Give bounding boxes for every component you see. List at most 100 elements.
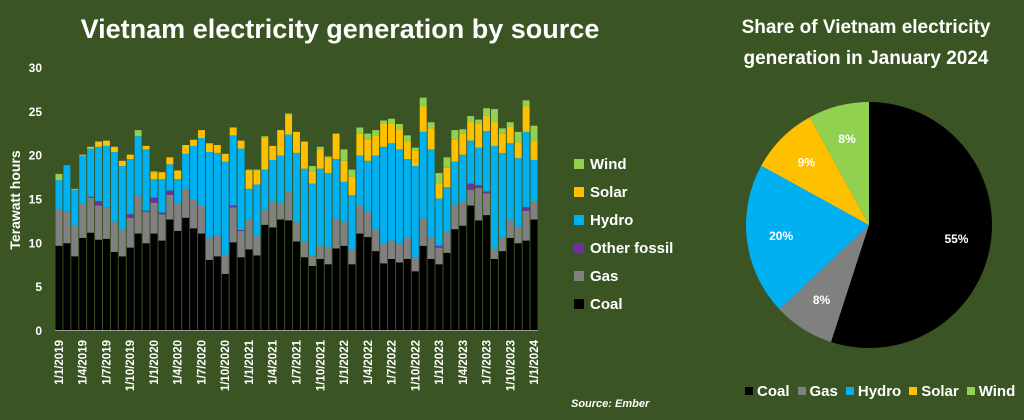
bar-segment-solar bbox=[174, 170, 182, 180]
bar-segment-wind bbox=[316, 146, 324, 150]
pie-title-line-1: Share of Vietnam electricity bbox=[741, 17, 991, 38]
x-tick-label: 1/10/2019 bbox=[125, 340, 137, 391]
bar-segment-solar bbox=[308, 171, 316, 184]
bar-segment-solar bbox=[166, 157, 174, 165]
bar-segment-gas bbox=[522, 210, 530, 241]
bar-segment-hydro bbox=[459, 154, 467, 203]
bar-segment-coal bbox=[166, 219, 174, 330]
legend-swatch bbox=[574, 243, 584, 253]
bar-segment-gas bbox=[87, 197, 95, 233]
bar-segment-coal bbox=[435, 264, 443, 330]
bar-segment-solar bbox=[71, 188, 79, 190]
bar-segment-solar bbox=[205, 143, 213, 153]
bar-segment-hydro bbox=[403, 159, 411, 238]
legend-label: Hydro bbox=[857, 382, 902, 400]
bar-segment-coal bbox=[134, 233, 142, 330]
bar-segment-hydro bbox=[71, 189, 79, 226]
bar-segment-hydro bbox=[483, 130, 490, 192]
legend-label: Coal bbox=[757, 382, 790, 400]
bar-segment-solar bbox=[245, 170, 253, 189]
bar-segment-wind bbox=[285, 113, 293, 115]
bar-segment-gas bbox=[380, 243, 388, 264]
bar-segment-solar bbox=[213, 145, 221, 153]
bar-segment-coal bbox=[261, 224, 269, 330]
legend-label: Hydro bbox=[590, 211, 634, 229]
bar-segment-hydro bbox=[198, 138, 205, 206]
bar-segment-wind bbox=[324, 156, 332, 158]
bar-segment-wind bbox=[348, 169, 356, 177]
bar-segment-hydro bbox=[506, 143, 514, 221]
pie-data-label: 8% bbox=[813, 293, 831, 307]
bar-segment-solar bbox=[443, 167, 451, 188]
bar-segment-gas bbox=[332, 218, 340, 249]
bar-segment-hydro bbox=[316, 168, 324, 246]
bar-segment-coal bbox=[110, 251, 118, 330]
bar-segment-gas bbox=[190, 199, 198, 229]
bar-segment-gas bbox=[261, 209, 269, 225]
pie-chart-title: Share of Vietnam electricity generation … bbox=[706, 12, 1024, 74]
bar-segment-coal bbox=[237, 257, 245, 330]
bar-segment-coal bbox=[221, 273, 229, 330]
legend-swatch bbox=[909, 387, 918, 395]
bar-segment-gas bbox=[411, 257, 419, 272]
bar-segment-gas bbox=[182, 188, 190, 218]
bar-plot bbox=[55, 97, 538, 331]
pie-legend-item-wind: Wind bbox=[966, 383, 1015, 400]
bar-segment-gas bbox=[364, 211, 372, 238]
bar-segment-gas bbox=[79, 203, 87, 238]
bar-segment-hydro bbox=[174, 179, 182, 203]
bar-segment-hydro bbox=[356, 155, 364, 206]
bar-segment-hydro bbox=[213, 152, 221, 236]
bar-segment-coal bbox=[459, 225, 467, 330]
bar-segment-hydro bbox=[340, 181, 348, 223]
bar-segment-hydro bbox=[490, 145, 498, 249]
bar-segment-hydro bbox=[158, 179, 166, 213]
pie-data-label: 8% bbox=[838, 132, 856, 146]
bar-segment-coal bbox=[372, 251, 380, 330]
bar-segment-hydro bbox=[229, 135, 237, 206]
bar-segment-gas bbox=[443, 231, 451, 253]
bar-segment-coal bbox=[300, 257, 308, 330]
pie-legend: Coal Gas Hydro Solar Wind bbox=[745, 382, 1023, 400]
bar-segment-coal bbox=[514, 243, 522, 330]
bar-segment-solar bbox=[110, 146, 118, 153]
bar-segment-wind bbox=[490, 109, 498, 122]
bar-segment-hydro bbox=[380, 146, 388, 244]
bar-segment-gas bbox=[483, 193, 490, 216]
bar-segment-coal bbox=[340, 245, 348, 330]
bar-legend: Wind Solar Hydro Other fossil Gas Coal bbox=[574, 150, 673, 318]
bar-segment-wind bbox=[340, 149, 348, 161]
pie-slice-wind bbox=[809, 102, 869, 225]
bar-segment-wind bbox=[308, 166, 316, 172]
bar-segment-coal bbox=[269, 227, 277, 330]
bar-segment-solar bbox=[530, 141, 538, 160]
legend-label: Gas bbox=[590, 267, 619, 285]
x-tick-label: 1/4/2020 bbox=[173, 340, 185, 385]
x-tick-label: 1/1/2021 bbox=[244, 339, 256, 384]
source-note: Source: Ember bbox=[571, 398, 650, 410]
bar-segment-hydro bbox=[277, 155, 285, 204]
bar-segment-solar bbox=[332, 133, 340, 160]
bar-segment-gas bbox=[451, 204, 459, 230]
bar-segment-solar bbox=[237, 140, 245, 149]
bar-segment-gas bbox=[277, 203, 285, 220]
x-tick-label: 1/4/2022 bbox=[363, 340, 375, 385]
bar-segment-wind bbox=[150, 171, 158, 173]
bar-segment-gas bbox=[150, 202, 158, 234]
bar-segment-solar bbox=[395, 129, 403, 150]
bar-segment-wind bbox=[253, 169, 261, 171]
bar-segment-hydro bbox=[498, 152, 506, 238]
bar-segment-other-fossil bbox=[522, 207, 530, 211]
bar-segment-coal bbox=[483, 215, 490, 330]
bar-segment-coal bbox=[475, 220, 483, 330]
bar-segment-wind bbox=[356, 127, 364, 134]
bar-segment-coal bbox=[198, 233, 205, 330]
bar-segment-gas bbox=[253, 236, 261, 256]
bar-segment-gas bbox=[269, 201, 277, 228]
bar-segment-solar bbox=[269, 145, 277, 160]
bar-segment-gas bbox=[395, 243, 403, 263]
bar-segment-solar bbox=[388, 123, 395, 144]
bar-segment-hydro bbox=[451, 161, 459, 205]
pie-slice-coal bbox=[830, 102, 992, 348]
bar-segment-hydro bbox=[237, 148, 245, 231]
